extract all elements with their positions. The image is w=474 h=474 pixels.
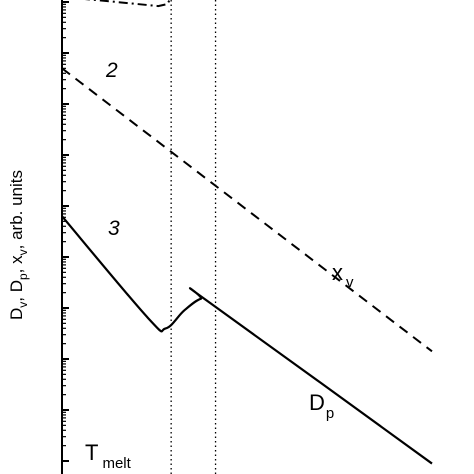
label-xv-base: x — [332, 260, 343, 285]
ylabel-x-v: x — [7, 255, 26, 264]
ylabel-d-v: D — [7, 308, 26, 320]
series-curve-2-xv — [61, 67, 433, 353]
ylabel-sep-1: , — [7, 292, 26, 301]
curve-label-2: 2 — [105, 59, 118, 82]
label-dp: Dp — [309, 390, 334, 422]
ylabel-x-v-sub: v — [16, 249, 30, 255]
series-curve-1 — [84, 0, 171, 8]
ylabel-units: , arb. units — [7, 170, 26, 249]
label-dp-sub: p — [326, 405, 334, 422]
ylabel-sep-2: , — [7, 264, 26, 273]
label-tmelt-sub: melt — [102, 455, 131, 472]
label-dp-base: D — [309, 390, 325, 415]
curve-label-3: 3 — [108, 217, 120, 240]
y-axis-label: Dv, Dp, xv, arb. units — [7, 170, 30, 320]
series-curve-3-dp — [61, 215, 433, 465]
y-axis-ticks — [62, 1, 69, 462]
ylabel-d-p-sub: p — [16, 273, 30, 280]
ylabel-d-v-sub: v — [16, 302, 30, 308]
label-tmelt-base: T — [85, 440, 98, 465]
label-xv-sub: v — [346, 274, 354, 291]
ylabel-d-p: D — [7, 280, 26, 292]
